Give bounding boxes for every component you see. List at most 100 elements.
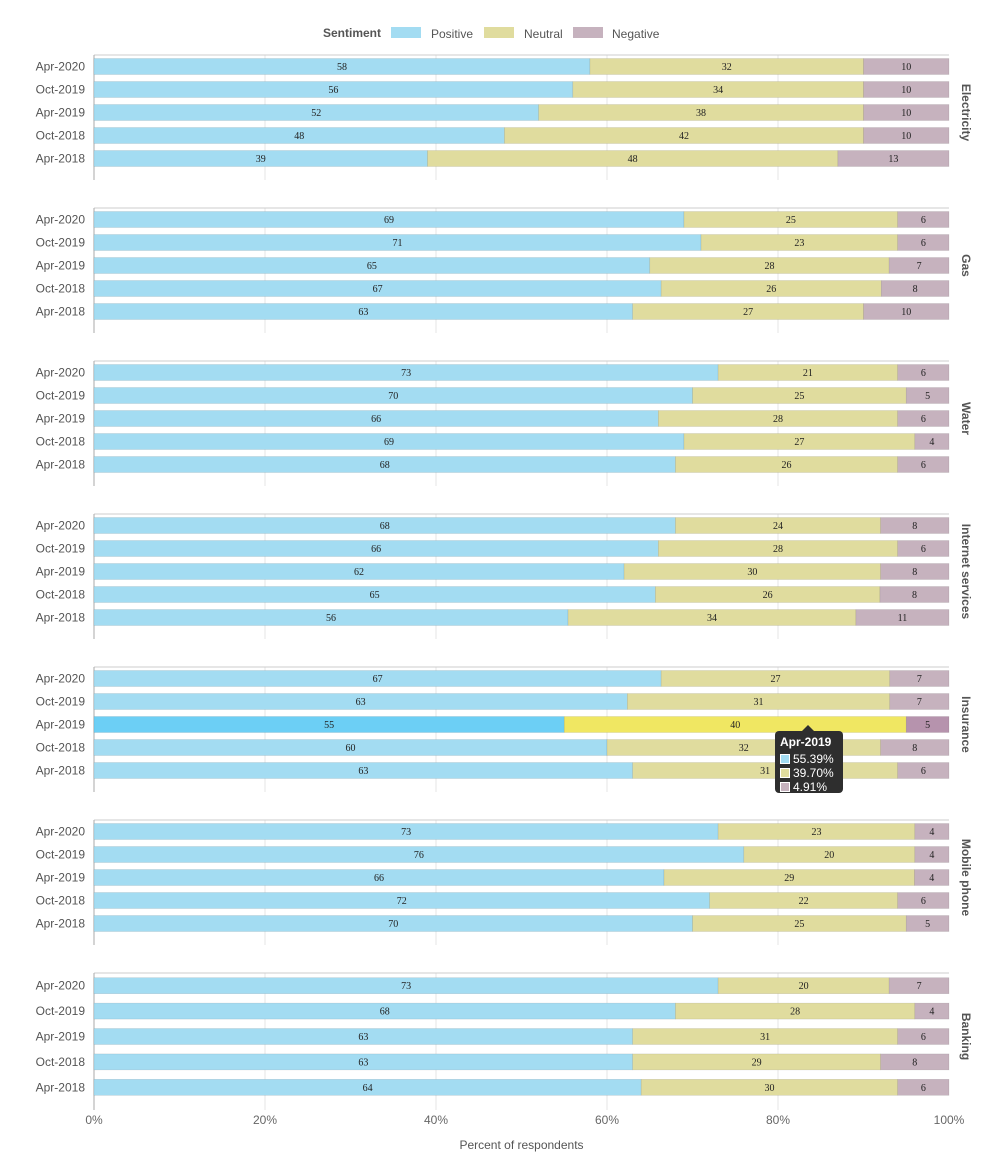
bar-negative-gas-apr-2019 [888,257,950,274]
bar-label-negative: 5 [925,919,930,930]
category-label: Apr-2018 [36,152,86,166]
x-tick-label: 60% [595,1113,619,1127]
bar-label-positive: 70 [388,391,398,402]
bar-negative-water-apr-2019 [897,410,950,427]
bar-label-negative: 11 [898,613,908,624]
bar-label-neutral: 32 [722,62,732,73]
tooltip-value-neutral: 39.70% [793,766,834,780]
tooltip-swatch-neutral [780,768,790,778]
bar-label-positive: 69 [384,215,394,226]
bar-label-negative: 4 [929,873,934,884]
bar-negative-insurance-apr-2018 [897,762,950,779]
facet-label-mobile-phone: Mobile phone [959,839,973,917]
category-label: Oct-2018 [36,435,86,449]
category-label: Apr-2018 [36,458,86,472]
bar-label-neutral: 25 [794,391,804,402]
bar-label-neutral: 26 [763,590,773,601]
bar-label-positive: 64 [363,1083,373,1094]
bar-label-neutral: 48 [628,154,638,165]
bar-negative-internet-services-apr-2019 [880,563,950,580]
category-label: Apr-2020 [36,366,86,380]
bar-label-neutral: 30 [764,1083,774,1094]
bar-label-negative: 8 [912,590,917,601]
bar-negative-internet-services-oct-2018 [879,586,950,603]
x-tick-label: 100% [934,1113,965,1127]
category-label: Apr-2020 [36,60,86,74]
category-label: Oct-2018 [36,1055,86,1069]
bar-label-negative: 4 [929,850,934,861]
tooltip-swatch-negative [780,782,790,792]
bar-label-neutral: 28 [773,414,783,425]
legend-label-negative: Negative [612,27,660,41]
tooltip-title: Apr-2019 [780,735,832,749]
bar-label-positive: 68 [380,1007,390,1018]
bar-label-positive: 55 [324,720,334,731]
bar-label-positive: 56 [328,85,338,96]
bar-negative-electricity-oct-2019 [863,81,950,98]
category-label: Oct-2019 [36,389,86,403]
bar-label-positive: 73 [401,368,411,379]
bar-label-positive: 70 [388,919,398,930]
category-label: Apr-2020 [36,519,86,533]
bar-label-neutral: 28 [790,1007,800,1018]
bar-label-positive: 68 [380,460,390,471]
bar-label-positive: 65 [370,590,380,601]
facet-label-gas: Gas [959,254,973,277]
x-tick-label: 40% [424,1113,448,1127]
bar-label-neutral: 20 [824,850,834,861]
category-label: Apr-2019 [36,106,86,120]
bar-label-positive: 63 [358,307,368,318]
bar-label-neutral: 25 [794,919,804,930]
category-label: Apr-2018 [36,764,86,778]
bar-label-neutral: 21 [803,368,813,379]
category-label: Oct-2018 [36,129,86,143]
bar-label-negative: 6 [921,896,926,907]
bar-neutral-water-apr-2019 [657,410,898,427]
bar-label-positive: 60 [346,743,356,754]
bar-label-positive: 63 [358,1032,368,1043]
category-label: Oct-2019 [36,236,86,250]
bar-neutral-internet-services-oct-2019 [657,540,898,557]
category-label: Apr-2018 [36,611,86,625]
category-label: Oct-2019 [36,83,86,97]
category-label: Apr-2020 [36,979,86,993]
bar-label-negative: 8 [912,743,917,754]
bar-label-positive: 63 [356,697,366,708]
legend-swatch-neutral [484,27,514,38]
bar-label-negative: 10 [901,108,911,119]
bar-negative-insurance-apr-2020 [889,670,950,687]
bar-neutral-mobile-phone-oct-2018 [709,892,898,909]
legend-label-neutral: Neutral [524,27,563,41]
bar-label-neutral: 29 [784,873,794,884]
facet-label-electricity: Electricity [959,84,973,142]
x-tick-label: 0% [85,1113,103,1127]
bar-label-negative: 6 [921,766,926,777]
bar-label-negative: 13 [888,154,898,165]
category-label: Apr-2019 [36,259,86,273]
bar-negative-electricity-apr-2020 [863,58,950,75]
bar-label-negative: 7 [917,261,922,272]
tooltip-row-positive: 55.39% [780,752,838,766]
bar-label-neutral: 26 [782,460,792,471]
bar-negative-water-oct-2018 [914,433,950,450]
bar-label-positive: 72 [397,896,407,907]
bar-label-negative: 8 [912,1057,917,1068]
bar-label-neutral: 40 [730,720,740,731]
bar-label-positive: 67 [373,284,383,295]
bar-label-negative: 10 [901,62,911,73]
bar-label-neutral: 23 [811,827,821,838]
bar-label-neutral: 34 [713,85,723,96]
bar-negative-gas-apr-2020 [897,211,950,228]
bar-label-positive: 58 [337,62,347,73]
bar-label-neutral: 20 [799,981,809,992]
bar-negative-insurance-oct-2018 [880,739,950,756]
bar-negative-mobile-phone-apr-2018 [905,915,950,932]
bar-negative-mobile-phone-oct-2019 [914,846,950,863]
bar-negative-banking-oct-2019 [914,1002,950,1020]
bar-label-positive: 68 [380,521,390,532]
bar-negative-banking-oct-2018 [880,1053,950,1071]
tooltip: Apr-2019 55.39% 39.70% 4.91% [775,731,843,793]
bar-label-negative: 6 [921,544,926,555]
bar-label-positive: 76 [414,850,424,861]
